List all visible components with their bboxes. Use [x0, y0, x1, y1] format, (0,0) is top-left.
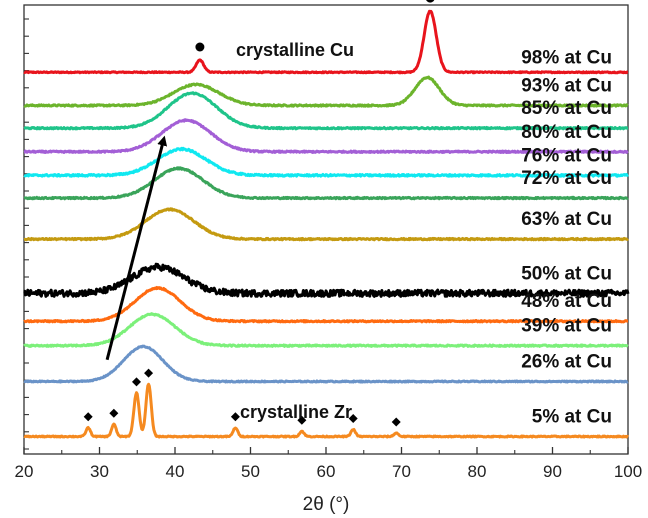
- x-tick-label-6: 80: [468, 462, 487, 481]
- series-line-9: [23, 312, 629, 348]
- trend-arrow: [105, 135, 168, 361]
- cu-peak-marker-1: [426, 0, 435, 3]
- series-label-1: 93% at Cu: [521, 76, 612, 97]
- zr-peak-marker-4: [230, 412, 240, 422]
- series-line-3: [23, 118, 629, 154]
- series-line-10: [23, 344, 629, 384]
- series-label-8: 48% at Cu: [521, 291, 612, 312]
- cu-peak-marker-0: [195, 42, 205, 52]
- series-line-7: [23, 262, 630, 298]
- annotation-crystalline-zr: crystalline Zr: [240, 402, 352, 422]
- series-layer: [23, 9, 630, 439]
- series-label-6: 63% at Cu: [521, 209, 612, 230]
- series-line-6: [23, 207, 630, 242]
- x-axis-title: 2θ (°): [303, 494, 350, 515]
- series-line-11: [23, 382, 629, 439]
- series-label-5: 72% at Cu: [521, 168, 612, 189]
- series-line-5: [23, 166, 629, 201]
- annotation-crystalline-cu: crystalline Cu: [236, 40, 354, 60]
- series-label-2: 85% at Cu: [521, 98, 612, 119]
- zr-peak-marker-7: [391, 417, 401, 427]
- series-line-1: [23, 75, 629, 108]
- zr-peak-marker-0: [83, 412, 93, 422]
- series-label-7: 50% at Cu: [521, 263, 612, 284]
- series-label-4: 76% at Cu: [521, 145, 612, 166]
- series-line-0: [23, 9, 629, 75]
- x-tick-label-2: 40: [166, 462, 185, 481]
- series-label-0: 98% at Cu: [521, 47, 612, 68]
- zr-peak-marker-6: [348, 414, 358, 424]
- series-line-4: [23, 146, 629, 178]
- series-line-8: [23, 285, 629, 324]
- series-label-3: 80% at Cu: [521, 122, 612, 143]
- x-tick-label-5: 70: [392, 462, 411, 481]
- x-axis: 20 30 40 50 60 70 80 90 100: [15, 447, 642, 481]
- x-tick-label-8: 100: [614, 462, 642, 481]
- zr-peak-marker-5: [297, 415, 307, 425]
- zr-peak-marker-1: [109, 408, 119, 418]
- series-label-10: 26% at Cu: [521, 352, 612, 373]
- zr-peak-marker-3: [144, 368, 154, 378]
- peak-markers: [83, 0, 435, 427]
- x-tick-label-1: 30: [90, 462, 109, 481]
- series-label-9: 39% at Cu: [521, 316, 612, 337]
- x-tick-label-4: 60: [317, 462, 336, 481]
- y-axis-minor-ticks: [24, 18, 29, 450]
- x-tick-label-3: 50: [241, 462, 260, 481]
- x-tick-label-0: 20: [15, 462, 34, 481]
- series-line-2: [23, 91, 629, 131]
- zr-peak-marker-2: [131, 377, 141, 387]
- series-label-11: 5% at Cu: [532, 407, 612, 428]
- x-tick-label-7: 90: [543, 462, 562, 481]
